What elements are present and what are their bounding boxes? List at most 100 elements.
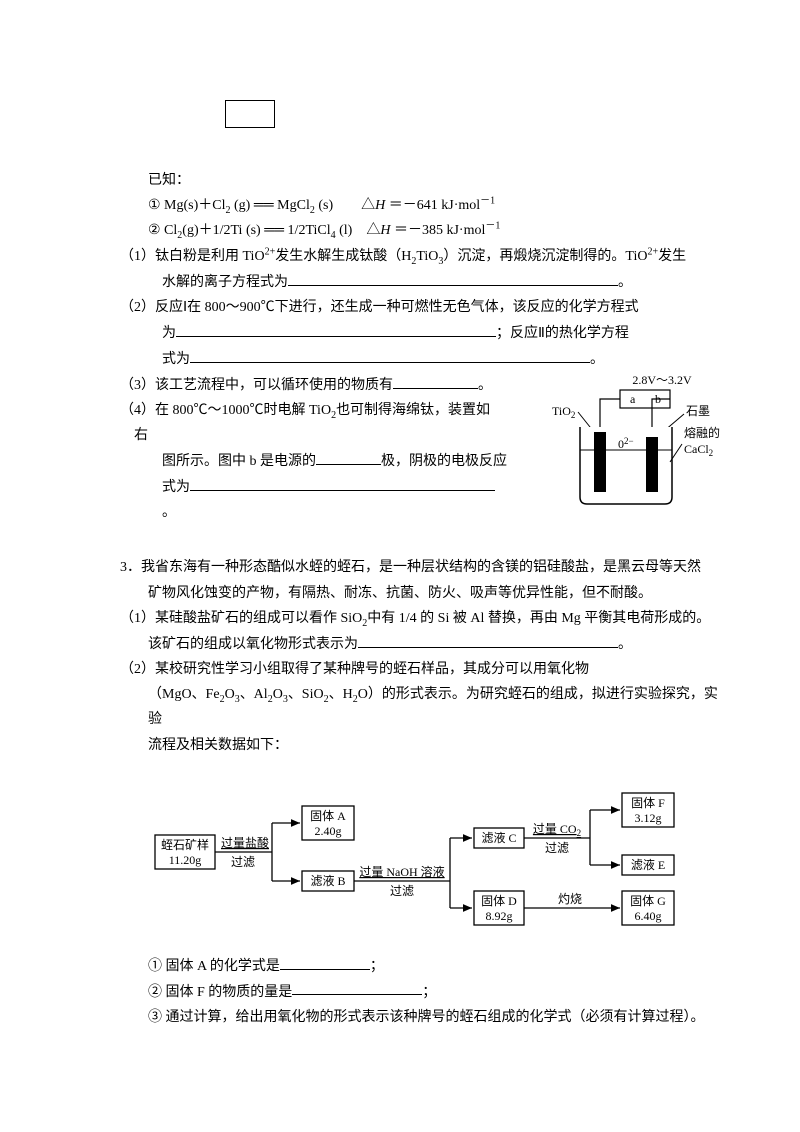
bq2b: ； — [422, 984, 436, 999]
eq1-t: ＝－641 kJ·mol — [385, 198, 480, 213]
blank4 — [393, 372, 478, 389]
eq1-h: H — [375, 198, 385, 213]
q4-line3: 图所示。图中 b 是电源的极，阴极的电极反应 — [162, 448, 544, 474]
electrolysis-diagram: 2.8V～3.2V a b TiO2 石墨 02− 熔融的 Ca — [550, 372, 720, 517]
eq2-m1: (g)＋1/2Ti (s) ══ 1/2TiCl — [182, 223, 330, 238]
t-filter2: 过滤 — [390, 884, 414, 898]
q3-p2-l3: 流程及相关数据如下： — [148, 733, 720, 758]
p1f: 水解的离子方程式为 — [162, 275, 288, 290]
q2-line2: 为 ；反应Ⅱ的热化学方程 — [162, 320, 720, 346]
q3-head: 3．我省东海有一种形态酷似水蛭的蛭石，是一种层状结构的含镁的铝硅酸盐，是黑云母等… — [120, 555, 720, 580]
q3-q4-row: （3）该工艺流程中，可以循环使用的物质有。 （4）在 800℃～1000℃时电解… — [120, 372, 720, 526]
t-D2: 8.92g — [486, 909, 513, 923]
q2-line3: 式为 。 — [162, 346, 720, 372]
flowchart: 蛭石矿样 11.20g 过量盐酸 过滤 固体 A 2.40g 滤液 B 过量 N… — [150, 773, 690, 933]
p4b: 也可制得海绵钛，装置如 — [336, 403, 490, 418]
t-F1: 固体 F — [631, 796, 665, 810]
blank8 — [280, 953, 370, 970]
eq1-m1: (g) ══ MgCl — [231, 198, 310, 213]
eq2-t: ＝－385 kJ·mol — [390, 223, 485, 238]
p3a: （3）该工艺流程中，可以循环使用的物质有 — [120, 378, 393, 393]
t-naoh: 过量 NaOH 溶液 — [359, 864, 444, 879]
q4-line4: 式为 — [162, 474, 544, 500]
q3p2f: 、SiO — [288, 687, 324, 702]
q1-line1: （1）钛白粉是利用 TiO2+发生水解生成钛酸（H2TiO3）沉淀，再煅烧沉淀制… — [120, 244, 720, 269]
bq1b: ； — [370, 959, 384, 974]
flowchart-container: 蛭石矿样 11.20g 过量盐酸 过滤 固体 A 2.40g 滤液 B 过量 N… — [120, 773, 720, 933]
q3-line: （3）该工艺流程中，可以循环使用的物质有 。 — [120, 372, 544, 398]
q3p2e: O — [273, 687, 283, 702]
p1sup1: 2+ — [265, 246, 276, 257]
p1c: TiO — [416, 249, 438, 264]
q3-l1: 矿物风化蚀变的产物，有隔热、耐冻、抗菌、防火、吸声等优异性能，但不耐酸。 — [148, 581, 720, 606]
graphite-label: 石墨 — [686, 404, 710, 418]
t-sample2: 11.20g — [169, 853, 202, 867]
bq2a: ② 固体 F 的物质的量是 — [148, 984, 292, 999]
bottom-q3: ③ 通过计算，给出用氧化物的形式表示该种牌号的蛭石组成的化学式（必须有计算过程）… — [148, 1005, 720, 1030]
t-burn: 灼烧 — [558, 891, 582, 906]
t-G1: 固体 G — [630, 894, 666, 908]
t-hcl: 过量盐酸 — [221, 835, 269, 850]
p2c: ；反应Ⅱ的热化学方程 — [496, 326, 629, 341]
eq1-sup: －1 — [480, 196, 495, 207]
p1d: ）沉淀，再煅烧沉淀制得的。TiO — [443, 249, 647, 264]
p1a: （1）钛白粉是利用 TiO — [120, 249, 265, 264]
pd1: 。 — [618, 275, 632, 290]
q1-line2: 水解的离子方程式为 。 — [162, 269, 720, 295]
blank5 — [316, 448, 381, 465]
t-B: 滤液 B — [310, 873, 345, 888]
q4-line1: （4）在 800℃～1000℃时电解 TiO2也可制得海绵钛，装置如 — [120, 398, 544, 423]
equation-1: ① Mg(s)＋Cl2 (g) ══ MgCl2 (s) △H ＝－641 kJ… — [148, 193, 720, 218]
p4f: 式为 — [162, 480, 190, 495]
q2-line1: （2）反应Ⅰ在 800～900℃下进行，还生成一种可燃性无色气体，该反应的化学方… — [120, 295, 720, 320]
t-co2: 过量 CO2 — [533, 822, 581, 838]
q4-line2: 右 — [134, 423, 544, 448]
t-E: 滤液 E — [631, 857, 665, 872]
t-F2: 3.12g — [635, 811, 662, 825]
q3-p1-l2: 该矿石的组成以氧化物形式表示为 。 — [148, 631, 720, 657]
eq2-p: ② Cl — [148, 223, 177, 238]
q4-period: 。 — [162, 500, 544, 525]
bottom-q2: ② 固体 F 的物质的量是 ； — [148, 979, 720, 1005]
p1e: 发生 — [658, 249, 686, 264]
tio2-label: TiO2 — [552, 404, 575, 420]
q3p2d: 、Al — [240, 687, 268, 702]
p4a: （4）在 800℃～1000℃时电解 TiO — [120, 403, 331, 418]
t-sample1: 蛭石矿样 — [161, 837, 209, 852]
cacl2-label: CaCl2 — [684, 442, 713, 458]
blank7 — [358, 631, 618, 648]
voltage-label: 2.8V～3.2V — [632, 373, 692, 387]
q3p1c: 该矿石的组成以氧化物形式表示为 — [148, 637, 358, 652]
electrode-left — [594, 432, 606, 492]
bottom-q1: ① 固体 A 的化学式是； — [148, 953, 720, 979]
q3-p2-l2: （MgO、Fe2O3、Al2O3、SiO2、H2O）的形式表示。为研究蛭石的组成… — [148, 682, 720, 732]
blank1 — [288, 269, 618, 286]
question-3: 3．我省东海有一种形态酷似水蛭的蛭石，是一种层状结构的含镁的铝硅酸盐，是黑云母等… — [120, 555, 720, 757]
blank3 — [190, 346, 590, 363]
q3p2g: 、H — [329, 687, 353, 702]
eq2-m2: (l) △ — [336, 223, 381, 238]
p4e: 极，阴极的电极反应 — [381, 454, 507, 469]
p2d: 式为 — [162, 352, 190, 367]
q3p1b: 中有 1/4 的 Si 被 Al 替换，再由 Mg 平衡其电荷形成的。 — [367, 611, 710, 626]
eq2-sup: －1 — [485, 221, 500, 232]
pd4: 。 — [618, 637, 632, 652]
blank2 — [176, 320, 496, 337]
t-G2: 6.40g — [635, 909, 662, 923]
t-C: 滤液 C — [481, 830, 516, 845]
q3-p2-l1: （2）某校研究性学习小组取得了某种牌号的蛭石样品，其成分可以用氧化物 — [120, 657, 720, 682]
pd2: 。 — [590, 352, 604, 367]
p2b: 为 — [162, 326, 176, 341]
eq2-h: H — [380, 223, 390, 238]
p1b: 发生水解生成钛酸（H — [275, 249, 411, 264]
blank6 — [190, 474, 495, 491]
t-filter3: 过滤 — [545, 841, 569, 855]
q3-p1-l1: （1）某硅酸盐矿石的组成可以看作 SiO2中有 1/4 的 Si 被 Al 替换… — [120, 606, 720, 631]
equation-2: ② Cl2(g)＋1/2Ti (s) ══ 1/2TiCl4 (l) △H ＝－… — [148, 218, 720, 243]
eq1-p: ① Mg(s)＋Cl — [148, 198, 226, 213]
empty-box — [225, 100, 275, 128]
eq1-m2: (s) △ — [315, 198, 375, 213]
pd3: 。 — [478, 378, 492, 393]
blank9 — [292, 979, 422, 996]
molten-label: 熔融的 — [684, 425, 720, 440]
